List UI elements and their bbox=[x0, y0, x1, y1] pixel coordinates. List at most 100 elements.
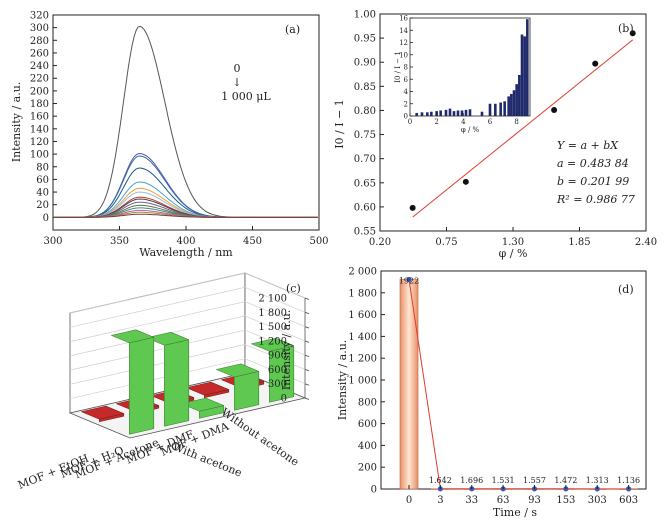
d-y-tick-label: 1 800 bbox=[348, 288, 377, 299]
inset-y-tick-label: 4 bbox=[404, 88, 409, 96]
d-x-tick-label: 3 bbox=[437, 495, 443, 506]
panel-c-z-axis-label: Intensity / a.u. bbox=[280, 310, 293, 391]
a-y-tick-label: 80 bbox=[36, 162, 49, 173]
inset-y-tick-label: 0 bbox=[404, 113, 408, 121]
panel-b-y-axis-label: I0 / I − 1 bbox=[333, 99, 346, 149]
c-z-tick-label: 1 500 bbox=[258, 322, 287, 333]
panel-b-x-ticks: 0.20 0.75 1.30 1.85 2.40 bbox=[369, 227, 657, 248]
d-value-label: 1.642 bbox=[429, 476, 452, 485]
b-y-tick-label: 0.80 bbox=[354, 106, 376, 117]
inset-bar bbox=[507, 96, 510, 116]
b-y-tick-label: 0.65 bbox=[354, 178, 376, 189]
c-bar-top bbox=[185, 381, 230, 396]
c-z-tick-label: 300 bbox=[268, 379, 287, 390]
panel-d-label: (d) bbox=[618, 283, 634, 296]
c-z-tick bbox=[304, 397, 310, 400]
c-bar-top bbox=[145, 331, 190, 346]
a-y-tick-label: 240 bbox=[30, 61, 49, 72]
d-value-label: 1.136 bbox=[617, 476, 640, 485]
c-z-tick-label: 2 100 bbox=[258, 294, 287, 305]
panel-c-series-label-with-acetone: With acetone bbox=[171, 440, 244, 480]
panel-a-label: (a) bbox=[285, 23, 300, 36]
inset-bar bbox=[439, 110, 442, 116]
inset-y-tick-label: 16 bbox=[399, 15, 408, 23]
a-x-tick-label: 350 bbox=[110, 236, 129, 247]
panel-c-bars bbox=[80, 329, 295, 435]
a-y-tick-label: 0 bbox=[43, 213, 49, 224]
c-z-tick bbox=[304, 354, 310, 358]
b-data-point bbox=[592, 60, 599, 67]
b-x-tick-label: 1.30 bbox=[502, 237, 524, 248]
inset-bar bbox=[494, 103, 497, 116]
a-y-tick-label: 100 bbox=[30, 150, 49, 161]
d-value-label: 1922 bbox=[399, 277, 419, 286]
a-spectrum-curve bbox=[54, 25, 318, 218]
d-marker bbox=[406, 276, 412, 283]
inset-bar bbox=[503, 101, 506, 116]
inset-bar bbox=[526, 19, 529, 117]
c-bar-top bbox=[180, 397, 225, 412]
panel-b-b-value: b = 0.201 99 bbox=[557, 175, 629, 188]
inset-bar bbox=[456, 110, 460, 116]
d-x-tick-label: 63 bbox=[497, 495, 510, 506]
c-z-tick bbox=[304, 369, 310, 372]
b-y-tick-label: 1.00 bbox=[354, 10, 376, 21]
c-bar-front bbox=[164, 339, 190, 427]
d-y-tick-label: 1 400 bbox=[348, 332, 377, 343]
d-y-tick-label: 0 bbox=[371, 485, 377, 496]
panel-b-linear-fit: 0.55 0.60 0.65 0.70 0.75 0.80 0.85 0.90 0.95 1.00… bbox=[333, 10, 657, 261]
a-y-tick-label: 140 bbox=[30, 124, 49, 135]
inset-y-axis-label: I0 / I − 1 bbox=[394, 51, 402, 83]
d-y-tick-label: 200 bbox=[358, 463, 377, 474]
c-z-tick-label: 0 bbox=[281, 394, 287, 405]
inset-x-tick-label: 2 bbox=[434, 118, 438, 126]
a-y-tick-label: 220 bbox=[30, 74, 49, 85]
a-y-tick-label: 160 bbox=[30, 112, 49, 123]
inset-bar bbox=[510, 93, 513, 116]
panel-c-z-ticks: 0 300 600 900 1 200 1 500 1 800 2 100 bbox=[258, 294, 310, 405]
inset-bar bbox=[426, 112, 429, 116]
c-bar-top bbox=[250, 337, 295, 352]
panel-b-label: (b) bbox=[618, 22, 634, 35]
inset-bar bbox=[480, 111, 484, 116]
a-y-tick-label: 180 bbox=[30, 99, 49, 110]
a-y-tick-label: 200 bbox=[30, 86, 49, 97]
a-y-tick-label: 60 bbox=[36, 175, 49, 186]
d-x-tick-label: 93 bbox=[528, 495, 541, 506]
inset-x-axis-label: φ / % bbox=[461, 126, 480, 134]
inset-y-tick-label: 6 bbox=[404, 76, 409, 84]
panel-a-curves bbox=[54, 25, 318, 218]
inset-x-tick-label: 0 bbox=[408, 118, 412, 126]
inset-bar bbox=[468, 109, 472, 116]
inset-bar bbox=[515, 84, 518, 116]
a-x-tick-label: 500 bbox=[309, 236, 328, 247]
c-gridline bbox=[69, 272, 306, 314]
a-y-tick-label: 120 bbox=[30, 137, 49, 148]
panel-c-series-label-without-acetone: Without acetone bbox=[219, 406, 302, 469]
c-bar-top bbox=[215, 363, 260, 378]
panel-d-trend-line bbox=[408, 279, 629, 490]
panel-d-y-axis-label: Intensity / a.u. bbox=[336, 340, 349, 421]
c-z-tick bbox=[304, 311, 310, 315]
c-z-tick bbox=[304, 297, 310, 300]
d-y-tick-label: 1 000 bbox=[348, 376, 377, 387]
panel-c-gridlines bbox=[69, 272, 306, 400]
a-y-tick-label: 280 bbox=[30, 36, 49, 47]
c-bar-front bbox=[129, 336, 155, 435]
inset-x-ticks: 0 2 4 6 8 bbox=[408, 113, 519, 126]
panel-a-annotation-arrow: ↓ bbox=[232, 76, 241, 89]
panel-d-x-axis-label: Time / s bbox=[493, 506, 537, 519]
inset-bar bbox=[464, 109, 468, 116]
d-y-tick-label: 1 200 bbox=[348, 354, 377, 365]
b-y-tick-label: 0.60 bbox=[354, 202, 376, 213]
inset-y-tick-label: 14 bbox=[399, 27, 408, 35]
panel-a-y-axis-label: Intensity / a.u. bbox=[10, 82, 23, 163]
inset-y-tick-label: 12 bbox=[399, 39, 408, 47]
a-y-tick-label: 320 bbox=[30, 11, 49, 22]
b-y-tick-label: 0.95 bbox=[354, 34, 376, 45]
a-x-tick-label: 450 bbox=[243, 236, 262, 247]
c-bar-front bbox=[234, 371, 260, 411]
a-x-tick-label: 400 bbox=[176, 236, 195, 247]
d-bar bbox=[399, 279, 419, 490]
